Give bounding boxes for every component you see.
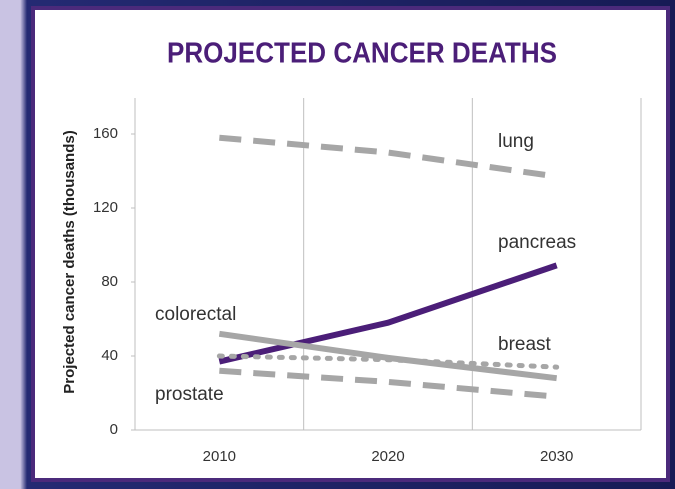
x-tick-label: 2030	[540, 448, 573, 465]
y-tick-label: 80	[101, 273, 118, 290]
chart-title: PROJECTED CANCER DEATHS	[167, 38, 557, 70]
x-tick-label: 2010	[203, 448, 236, 465]
series-label: breast	[498, 334, 552, 355]
series-label: colorectal	[155, 304, 236, 325]
x-tick-label: 2020	[371, 448, 404, 465]
y-tick-label: 120	[93, 199, 118, 216]
y-tick-label: 160	[93, 125, 118, 142]
plot-area: 0 40 80 120 160 2010 2020 2030 lung pancreas color…	[93, 98, 642, 465]
series-line	[216, 353, 560, 370]
y-tick-label: 40	[101, 347, 118, 364]
series-label: pancreas	[498, 232, 576, 253]
chart-panel	[31, 6, 670, 482]
y-axis-label: Projected cancer deaths (thousands)	[61, 130, 78, 393]
series-line	[219, 367, 557, 400]
series-label: prostate	[155, 384, 224, 405]
series-line	[218, 262, 558, 365]
series-line	[219, 134, 558, 180]
y-tick-label: 0	[110, 421, 118, 438]
series-label: lung	[498, 131, 534, 152]
